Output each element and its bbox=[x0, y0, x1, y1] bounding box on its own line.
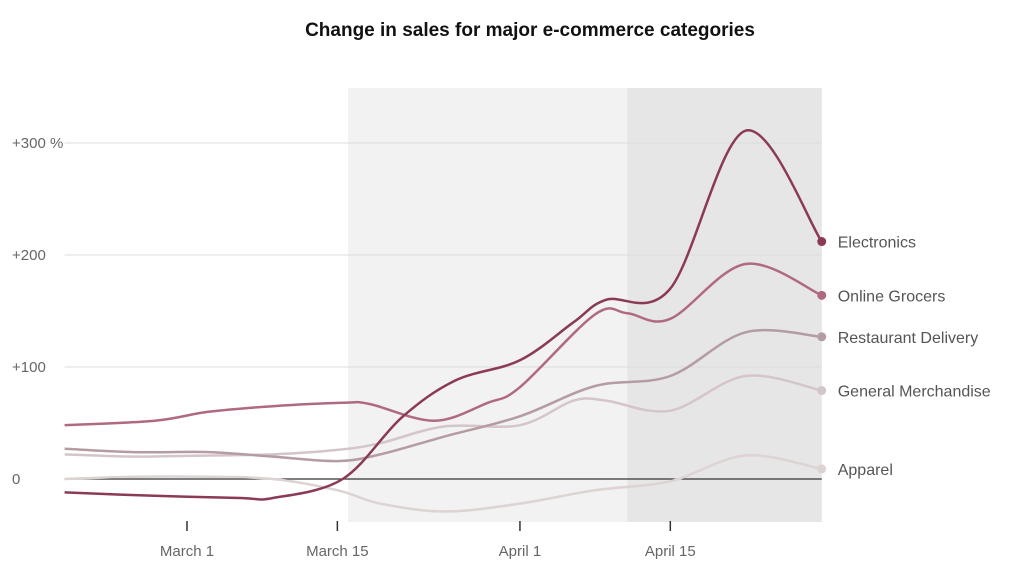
x-tick-label: March 15 bbox=[306, 543, 369, 560]
series-line-general-merchandise bbox=[64, 374, 822, 458]
series-label-general-merchandise: General Merchandise bbox=[838, 384, 991, 401]
series-label-apparel: Apparel bbox=[838, 462, 893, 479]
shaded-period-1 bbox=[627, 88, 822, 522]
series-line-apparel bbox=[64, 454, 822, 513]
series-line-online-grocers bbox=[64, 262, 823, 427]
x-tick-label: April 1 bbox=[499, 543, 542, 560]
x-tick-label: April 15 bbox=[645, 543, 696, 560]
end-point-apparel bbox=[817, 464, 827, 474]
end-point-restaurant-delivery bbox=[817, 332, 827, 342]
y-tick-label: +100 bbox=[12, 359, 46, 376]
y-tick-label: +300 % bbox=[12, 135, 63, 152]
end-point-online-grocers bbox=[817, 290, 827, 300]
end-point-electronics bbox=[817, 237, 827, 247]
end-point-general-merchandise bbox=[817, 386, 827, 396]
series-label-online-grocers: Online Grocers bbox=[838, 288, 946, 305]
y-tick-label: +200 bbox=[12, 247, 46, 264]
x-tick-label: March 1 bbox=[160, 543, 214, 560]
series-label-electronics: Electronics bbox=[838, 235, 916, 252]
series-line-electronics bbox=[64, 129, 823, 501]
series-label-restaurant-delivery: Restaurant Delivery bbox=[838, 330, 979, 347]
chart-title: Change in sales for major e-commerce cat… bbox=[305, 20, 755, 41]
series-line-restaurant-delivery bbox=[64, 328, 822, 463]
y-tick-label: 0 bbox=[12, 471, 20, 488]
